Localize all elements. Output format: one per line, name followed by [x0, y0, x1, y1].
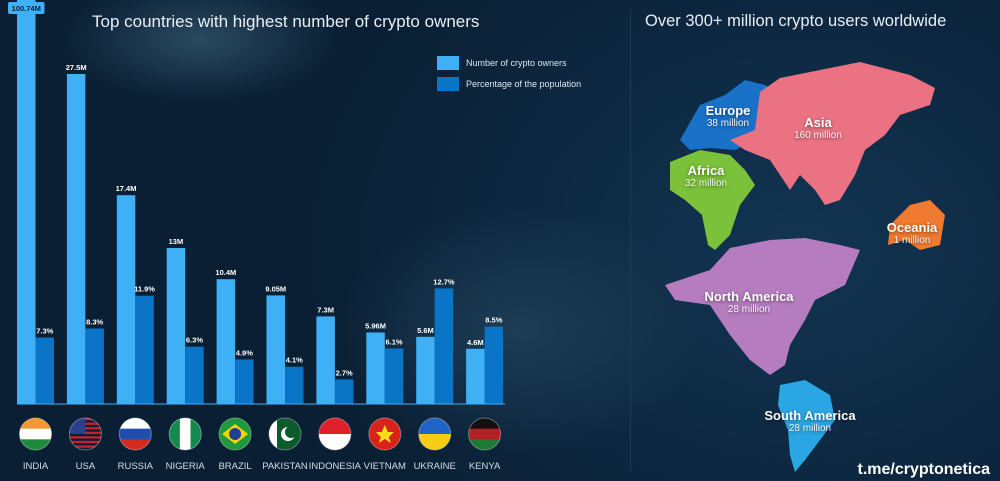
bar-owners — [466, 348, 485, 404]
country-label: BRAZIL — [218, 461, 252, 472]
bar-owners — [166, 248, 186, 404]
data-label: 4.6M — [467, 338, 484, 347]
bar-percentage — [35, 337, 54, 404]
country-label: RUSSIA — [117, 461, 153, 472]
flag-india-icon — [19, 417, 52, 451]
data-label: 17.4M — [116, 184, 137, 193]
data-label: 5.6M — [417, 326, 434, 335]
legend: Number of crypto owners Percentage of th… — [437, 52, 581, 94]
flag-vietnam-icon — [368, 417, 402, 451]
chart-title: Top countries with highest number of cry… — [92, 12, 480, 31]
flag-kenya-icon — [468, 417, 502, 451]
data-label: 100.74M — [12, 4, 41, 13]
flag-russia-icon — [118, 417, 152, 451]
legend-item-percentage: Percentage of the population — [437, 73, 581, 94]
bar-chart: 100.74M 7.3% 27.5M 8.3% 17.4M 11.9% 13M 6.3% 10.… — [8, 0, 505, 451]
bar-percentage — [384, 348, 404, 404]
data-label: 13M — [169, 237, 184, 246]
map-label-africa: Africa 32 million — [685, 163, 727, 189]
region-value: 28 million — [788, 423, 832, 434]
data-label: 6.1% — [385, 337, 402, 346]
map-title: Over 300+ million crypto users worldwide — [645, 12, 947, 30]
region-name: Europe — [705, 103, 751, 118]
country-label: KENYA — [468, 461, 501, 472]
region-name: North America — [704, 289, 794, 304]
bar-owners — [416, 336, 435, 404]
data-label: 8.3% — [86, 317, 103, 326]
region-value: 38 million — [706, 118, 750, 129]
map-label-north-america: North America 28 million — [704, 289, 793, 315]
bar-percentage — [185, 346, 204, 404]
region-name: Asia — [804, 115, 832, 130]
bar-owners — [17, 0, 36, 404]
data-label: 11.9% — [134, 285, 155, 294]
bar-percentage — [285, 366, 304, 404]
country-label: INDONESIA — [308, 461, 362, 472]
divider — [630, 10, 631, 470]
bar-percentage — [484, 326, 504, 404]
region-value: 1 million — [893, 235, 931, 246]
map-label-europe: Europe 38 million — [706, 103, 751, 129]
flag-pakistan-icon — [268, 417, 302, 451]
country-label: NIGERIA — [165, 461, 205, 472]
region-oceania — [888, 200, 945, 250]
data-label: 9.05M — [265, 284, 286, 293]
legend-item-owners: Number of crypto owners — [437, 52, 581, 73]
bar-percentage — [235, 359, 254, 404]
bar-percentage — [434, 288, 454, 404]
bar-owners — [316, 316, 335, 404]
region-value: 32 million — [684, 178, 728, 189]
bar-percentage — [85, 328, 104, 404]
bar-percentage — [334, 379, 354, 404]
legend-label: Percentage of the population — [466, 78, 582, 89]
region-name: Africa — [687, 163, 725, 178]
map-label-south-america: South America 28 million — [764, 408, 855, 434]
data-label: 27.5M — [66, 63, 87, 72]
country-label: UKRAINE — [413, 461, 456, 472]
flag-nigeria-icon — [168, 417, 202, 451]
country-label: USA — [75, 461, 96, 472]
region-value: 28 million — [727, 304, 771, 315]
region-south-america — [778, 380, 835, 472]
region-value: 160 million — [794, 130, 842, 141]
bar-owners — [66, 74, 86, 404]
bar-owners — [366, 332, 385, 404]
bar-percentage — [135, 295, 154, 404]
world-map — [665, 62, 945, 472]
legend-label: Number of crypto owners — [466, 57, 567, 68]
data-label: 8.5% — [485, 316, 502, 325]
data-label: 10.4M — [215, 268, 236, 277]
data-label: 4.1% — [286, 356, 303, 365]
region-asia — [730, 62, 935, 205]
data-label: 6.3% — [186, 336, 203, 345]
watermark: t.me/cryptonetica — [857, 461, 990, 478]
data-label: 5.96M — [365, 321, 386, 330]
country-label: INDIA — [22, 461, 49, 472]
legend-swatch — [437, 55, 459, 70]
region-africa — [670, 150, 755, 250]
country-label: VIETNAM — [363, 461, 406, 472]
flag-usa-icon — [68, 417, 102, 451]
map-label-oceania: Oceania 1 million — [887, 220, 938, 246]
flag-brazil-icon — [218, 417, 252, 451]
flag-ukraine-icon — [418, 417, 452, 451]
map-label-asia: Asia 160 million — [794, 115, 842, 141]
bar-owners — [266, 295, 285, 404]
data-label: 12.7% — [433, 277, 455, 286]
data-label-bg — [8, 2, 45, 14]
legend-swatch — [437, 76, 459, 91]
data-label: 7.3% — [36, 327, 53, 336]
region-north-america — [665, 238, 860, 375]
data-label: 7.3M — [317, 305, 334, 314]
data-label: 2.7% — [336, 368, 353, 377]
flag-indonesia-icon — [318, 417, 352, 451]
region-name: Oceania — [886, 220, 938, 235]
country-label: PAKISTAN — [262, 461, 308, 472]
region-name: South America — [764, 408, 856, 423]
data-label: 4.9% — [236, 348, 253, 357]
bar-owners — [116, 195, 136, 404]
bar-owners — [216, 279, 236, 404]
